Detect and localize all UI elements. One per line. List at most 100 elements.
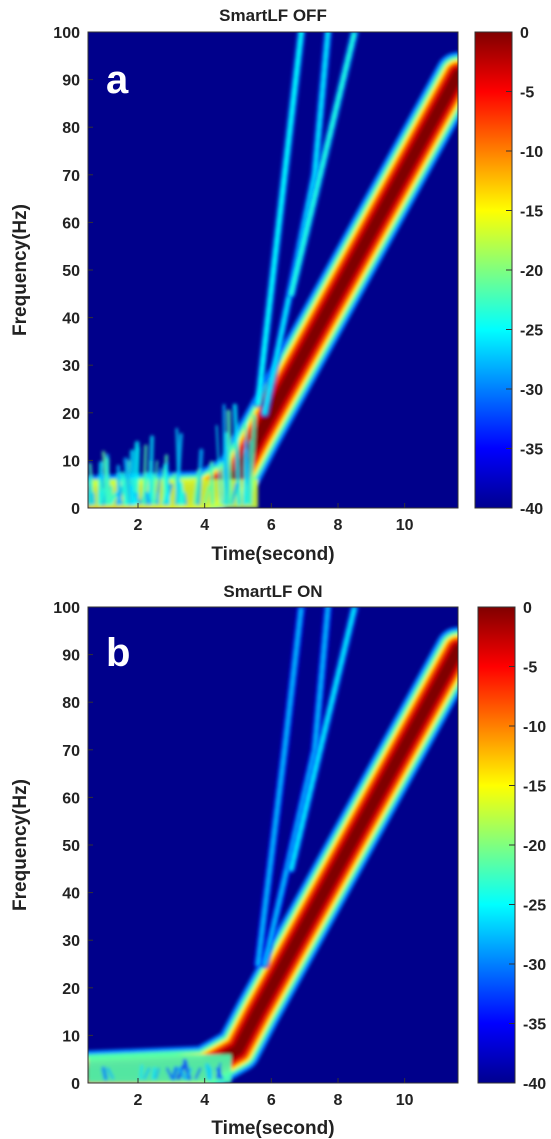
y-tick-label: 40: [62, 886, 80, 903]
y-tick-label: 80: [62, 120, 80, 137]
noise-streak: [147, 435, 155, 506]
noise-streak: [151, 1067, 157, 1080]
y-tick-label: 0: [71, 1076, 80, 1093]
y-tick-label: 90: [62, 648, 80, 665]
y-tick-label: 0: [71, 501, 80, 518]
x-tick-label: 8: [334, 1092, 343, 1109]
colorbar-tick-label: -20: [523, 838, 546, 855]
y-tick-label: 10: [62, 1028, 80, 1045]
colorbar-tick-label: -15: [523, 779, 546, 796]
colorbar-tick-label: -10: [520, 144, 543, 161]
y-axis: 0 10 20 30 40 50 60 70 80 90 100: [53, 600, 93, 1093]
colorbar: [474, 31, 513, 509]
colorbar-tick-label: -30: [523, 957, 546, 974]
y-tick-label: 90: [62, 73, 80, 90]
noise-streak: [165, 1067, 173, 1080]
noise-streak: [156, 492, 160, 505]
noise-streak: [247, 414, 257, 506]
noise-streak: [209, 460, 215, 506]
noise-streak: [178, 491, 185, 506]
colorbar-tick-label: -5: [520, 85, 534, 102]
colorbar-tick-label: -40: [520, 501, 543, 518]
chart-title: SmartLF OFF: [219, 6, 327, 25]
x-axis: 2 4 6 8 10: [134, 503, 414, 534]
colorbar-tick-label: -15: [520, 204, 543, 221]
noise-streak: [194, 1067, 202, 1080]
noise-streak: [232, 403, 242, 506]
y-tick-label: 20: [62, 406, 80, 423]
y-tick-label: 50: [62, 263, 80, 280]
x-axis-label: Time(second): [211, 544, 334, 565]
colorbar-tick-label: 0: [520, 25, 529, 42]
y-axis-label: Frequency(Hz): [10, 204, 31, 336]
x-tick-label: 10: [396, 1092, 414, 1109]
x-tick-label: 2: [134, 1092, 143, 1109]
y-tick-label: 30: [62, 933, 80, 950]
y-tick-label: 40: [62, 311, 80, 328]
x-axis-label: Time(second): [211, 1118, 334, 1139]
panel-label: a: [106, 58, 129, 102]
x-tick-label: 6: [267, 1092, 276, 1109]
noise-streak: [104, 457, 110, 506]
noise-streak: [182, 492, 188, 505]
y-tick-label: 100: [53, 25, 80, 42]
x-tick-label: 4: [200, 1092, 209, 1109]
y-axis: 0 10 20 30 40 50 60 70 80 90 100: [53, 25, 93, 518]
panel-label: b: [106, 631, 130, 675]
x-tick-label: 2: [134, 517, 143, 534]
y-tick-label: 70: [62, 168, 80, 185]
noise-streak: [106, 1067, 115, 1080]
noise-streak: [117, 492, 123, 505]
noise-streak: [170, 1066, 179, 1081]
noise-streak: [130, 440, 140, 506]
y-tick-label: 20: [62, 981, 80, 998]
harmonic-streak: [262, 32, 330, 415]
noise-streak: [185, 1067, 193, 1080]
spectrogram-marks: [88, 32, 458, 508]
x-tick-label: 10: [396, 517, 414, 534]
x-tick-label: 6: [267, 517, 276, 534]
y-tick-label: 10: [62, 453, 80, 470]
x-tick-label: 8: [334, 517, 343, 534]
noise-streak: [144, 491, 152, 506]
noise-streak: [220, 465, 228, 505]
noise-streak: [215, 425, 222, 505]
y-tick-label: 30: [62, 358, 80, 375]
x-axis: 2 4 6 8 10: [134, 1078, 414, 1109]
noise-streak: [97, 461, 104, 506]
noise-streak: [123, 457, 133, 506]
noise-streak: [109, 491, 118, 505]
spectrogram-marks: [88, 607, 458, 1083]
harmonic-streak: [289, 32, 357, 296]
noise-streak: [195, 448, 204, 506]
colorbar-tick-label: -20: [520, 263, 543, 280]
noise-streak: [155, 1067, 160, 1080]
noise-streak: [224, 448, 230, 506]
noise-streak: [143, 1067, 151, 1080]
noise-streak: [193, 468, 201, 505]
colorbar-tick-label: -5: [523, 660, 537, 677]
noise-streak: [119, 471, 129, 506]
colorbar-ticks: 0 -5 -10 -15 -20 -25 -30 -35 -40: [509, 600, 546, 1093]
y-tick-label: 50: [62, 838, 80, 855]
noise-streak: [133, 492, 141, 505]
colorbar-tick-label: -35: [523, 1017, 546, 1034]
colorbar-ticks: 0 -5 -10 -15 -20 -25 -30 -35 -40: [506, 25, 543, 518]
colorbar-tick-label: -30: [520, 382, 543, 399]
colorbar: [477, 606, 516, 1084]
colorbar-tick-label: -25: [520, 323, 543, 340]
noise-streak: [151, 460, 159, 505]
y-tick-label: 100: [53, 600, 80, 617]
colorbar-tick-label: -40: [523, 1076, 546, 1093]
noise-streak: [203, 485, 211, 505]
noise-streak: [101, 1066, 109, 1081]
harmonic-streak: [256, 607, 304, 966]
noise-streak: [91, 492, 96, 505]
harmonic-streak: [256, 32, 304, 406]
noise-streak: [229, 482, 239, 506]
y-tick-label: 70: [62, 743, 80, 760]
noise-streak: [205, 1063, 212, 1081]
chart-title: SmartLF ON: [223, 582, 322, 601]
